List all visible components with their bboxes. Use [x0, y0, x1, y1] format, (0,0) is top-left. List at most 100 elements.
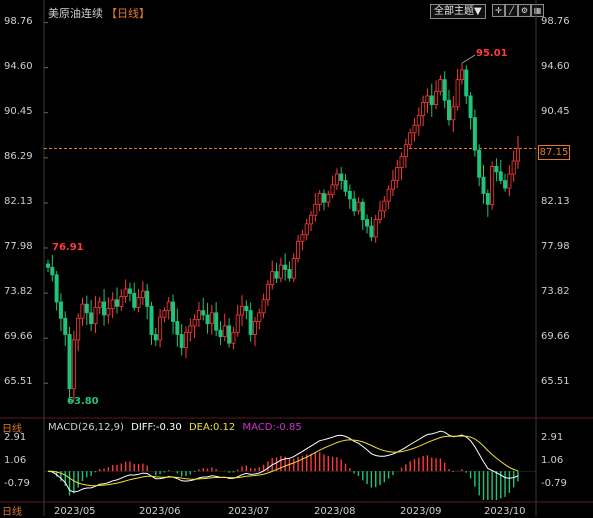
candle-body [334, 173, 339, 186]
candle-body [343, 180, 348, 192]
candle-body [408, 132, 413, 146]
candle-body [283, 264, 288, 270]
candle-body [201, 310, 206, 316]
left-high-label: 76.91 [52, 242, 84, 253]
candle-body [270, 271, 275, 286]
macd-diff-value: DIFF:-0.30 [131, 422, 182, 433]
price-ylabel-right: 77.98 [541, 240, 570, 252]
candle-body [192, 318, 197, 327]
macd-ylabel-left: 1.06 [4, 455, 27, 466]
settings-icon[interactable]: ⚙ [518, 4, 531, 17]
price-ylabel-right: 98.76 [541, 15, 570, 27]
candle-body [46, 263, 51, 268]
candle-body [102, 301, 107, 316]
period-label[interactable]: 【日线】 [106, 7, 150, 20]
macd-ylabel-left: 2.91 [4, 432, 27, 443]
candle-body [309, 214, 314, 225]
x-axis-label: 2023/07 [228, 506, 270, 517]
candle-body [516, 148, 521, 162]
current-price-tag: 87.15 [538, 145, 570, 160]
candle-body [71, 339, 76, 390]
candle-body [421, 102, 426, 116]
candle-body [50, 266, 55, 276]
macd-dea-line [47, 435, 519, 487]
crosshair-icon[interactable]: ✛ [492, 4, 505, 17]
candle-body [429, 95, 434, 105]
candle-body [218, 329, 223, 338]
price-ylabel-right: 90.45 [541, 105, 570, 117]
candle-body [416, 115, 421, 126]
candle-body [58, 301, 63, 319]
candle-body [399, 156, 404, 168]
candle-body [352, 198, 357, 212]
candle-body [274, 271, 279, 279]
candle-body [442, 79, 447, 101]
candle-body [110, 299, 115, 309]
candle-body [459, 69, 464, 81]
candle-body [76, 317, 81, 341]
candle-body [93, 306, 98, 325]
candle-body [257, 312, 262, 322]
candle-body [326, 194, 331, 203]
candle-body [205, 314, 210, 325]
x-axis-label: 2023/06 [139, 506, 181, 517]
price-ylabel-left: 69.66 [4, 331, 33, 343]
candle-body [209, 312, 214, 325]
candle-body [123, 288, 128, 297]
candle-body [145, 290, 150, 307]
price-ylabel-left: 73.82 [4, 286, 33, 298]
candle-body [485, 193, 490, 205]
candle-body [369, 225, 374, 238]
price-ylabel-right: 82.13 [541, 195, 570, 207]
candle-body [136, 297, 141, 308]
price-ylabel-left: 65.51 [4, 376, 33, 388]
candle-body [382, 200, 387, 212]
chart-title: 美原油连续 【日线】 [48, 5, 150, 21]
candle-body [296, 240, 301, 259]
candle-body [196, 310, 201, 320]
price-ylabel-left: 90.45 [4, 105, 33, 117]
candle-body [365, 219, 370, 227]
x-axis-label: 2023/05 [54, 506, 96, 517]
candle-body [119, 296, 124, 307]
candle-body [149, 305, 154, 335]
candle-body [89, 312, 94, 325]
candle-body [498, 171, 503, 181]
candle-body [378, 210, 383, 220]
price-ylabel-right: 73.82 [541, 286, 570, 298]
theme-dropdown-button[interactable]: 全部主题▼ [430, 4, 486, 19]
price-ylabel-right: 69.66 [541, 331, 570, 343]
candle-body [339, 173, 344, 181]
candle-body [175, 321, 180, 335]
candle-body [188, 325, 193, 333]
candle-body [162, 310, 167, 318]
candle-body [183, 331, 188, 348]
macd-ylabel-right: 1.06 [541, 455, 564, 466]
candle-body [84, 303, 89, 314]
candle-body [464, 69, 469, 97]
macd-ylabel-right: -0.79 [541, 478, 567, 489]
candle-body [507, 173, 512, 189]
candle-body [304, 223, 309, 236]
candle-body [317, 193, 322, 205]
macd-ylabel-right: 2.91 [541, 432, 564, 443]
grid-icon[interactable]: ▦ [531, 4, 544, 17]
macd-header: MACD(26,12,9) DIFF:-0.30 DEA:0.12 MACD:-… [48, 422, 306, 433]
price-ylabel-left: 86.29 [4, 150, 33, 162]
candle-body [287, 269, 292, 279]
candle-body [63, 317, 68, 335]
line-icon[interactable]: ╱ [505, 4, 518, 17]
candle-body [313, 203, 318, 216]
high-marker [461, 54, 476, 64]
macd-title: MACD(26,12,9) [48, 422, 124, 433]
candle-body [278, 264, 283, 279]
candle-body [434, 91, 439, 105]
candle-body [227, 325, 232, 344]
candle-body [261, 299, 266, 314]
candle-body [395, 167, 400, 181]
x-axis-label: 2023/09 [400, 506, 442, 517]
candle-body [114, 299, 119, 307]
candle-body [347, 190, 352, 200]
candle-body [67, 334, 72, 390]
